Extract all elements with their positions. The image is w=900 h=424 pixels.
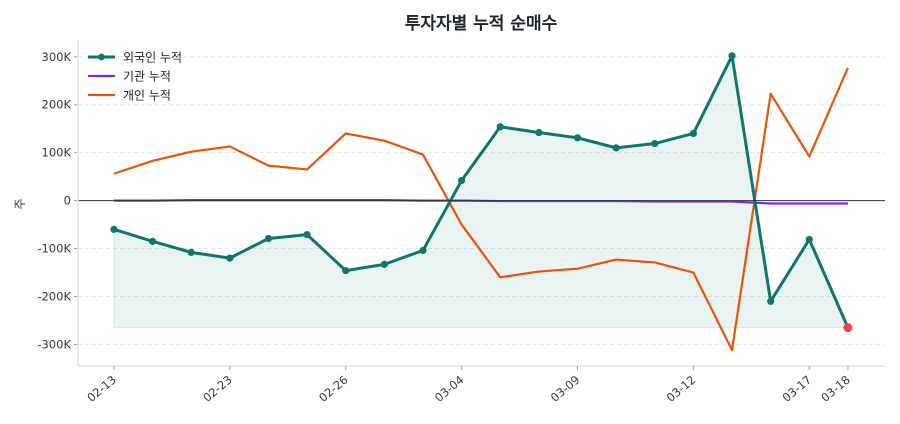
chart-title: 투자자별 누적 순매수 (405, 14, 558, 34)
y-tick-label: -300K (37, 337, 71, 351)
x-tick-label: 03-18 (818, 373, 853, 405)
foreign-point (303, 231, 311, 239)
foreign-point (689, 129, 697, 138)
foreign-point (573, 134, 582, 142)
x-tick-label: 03-17 (780, 373, 815, 405)
foreign-point (458, 176, 466, 185)
foreign-point (612, 144, 620, 152)
foreign-point (728, 52, 736, 60)
grid (78, 56, 885, 345)
series-lines (110, 52, 853, 352)
y-tick-label: 300K (42, 50, 72, 64)
legend-marker (98, 53, 105, 61)
x-tick-label: 02-13 (84, 373, 119, 405)
x-tick-label: 03-12 (664, 373, 699, 405)
foreign-point (651, 139, 659, 148)
legend-label: 외국인 누적 (123, 51, 182, 65)
x-tick-label: 03-04 (432, 373, 467, 405)
y-tick-label: -200K (37, 289, 71, 303)
x-tick-label: 03-09 (548, 373, 583, 405)
foreign-point (264, 234, 273, 243)
foreign-point (380, 260, 388, 268)
foreign-point (805, 235, 813, 244)
y-tick-label: 0 (64, 194, 71, 208)
latest-point-highlight (843, 323, 853, 333)
legend-label: 기관 누적 (123, 70, 171, 84)
foreign-point (496, 123, 504, 131)
foreign-point (535, 128, 543, 137)
legend-label: 개인 누적 (123, 89, 171, 103)
x-tick-label: 02-26 (316, 373, 351, 405)
foreign-point (419, 246, 427, 255)
foreign-point (342, 266, 350, 275)
foreign-point (226, 254, 234, 262)
foreign-point (110, 225, 118, 233)
x-tick-label: 02-23 (200, 373, 235, 405)
foreign-line (113, 54, 850, 329)
foreign-point (187, 248, 195, 256)
foreign-point (148, 237, 157, 245)
y-tick-label: 200K (42, 98, 72, 112)
y-tick-label: 100K (42, 146, 72, 160)
foreign-point (767, 297, 775, 305)
individual-line (113, 67, 849, 352)
y-tick-label: -100K (37, 242, 71, 256)
y-axis-label: 주 (13, 198, 27, 209)
